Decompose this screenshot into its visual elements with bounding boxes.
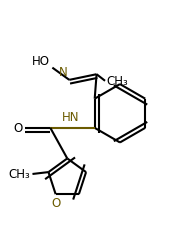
Text: CH₃: CH₃ <box>9 168 31 181</box>
Text: O: O <box>51 197 60 210</box>
Text: CH₃: CH₃ <box>107 75 128 88</box>
Text: N: N <box>59 66 67 79</box>
Text: HN: HN <box>62 111 79 124</box>
Text: O: O <box>13 122 23 135</box>
Text: HO: HO <box>32 54 49 68</box>
